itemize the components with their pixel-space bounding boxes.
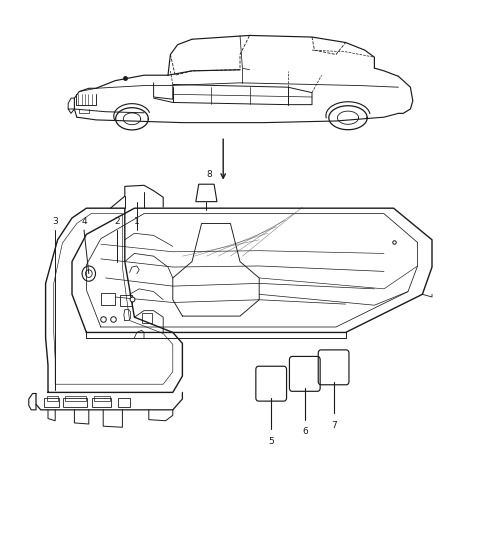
Text: 6: 6: [302, 427, 308, 437]
Bar: [63, 398, 87, 407]
Bar: [44, 398, 59, 407]
Bar: [47, 396, 58, 401]
Text: 8: 8: [206, 169, 212, 179]
Bar: [118, 398, 130, 407]
Bar: [92, 398, 111, 407]
Text: 1: 1: [134, 216, 140, 226]
Bar: [101, 293, 115, 305]
Text: 7: 7: [331, 421, 336, 430]
Text: 4: 4: [81, 216, 87, 226]
Text: 3: 3: [52, 216, 58, 226]
Bar: [120, 295, 132, 306]
Bar: [94, 396, 110, 401]
Text: 5: 5: [268, 437, 274, 446]
Bar: [65, 396, 86, 401]
Text: 2: 2: [114, 216, 120, 226]
Bar: [142, 313, 152, 323]
